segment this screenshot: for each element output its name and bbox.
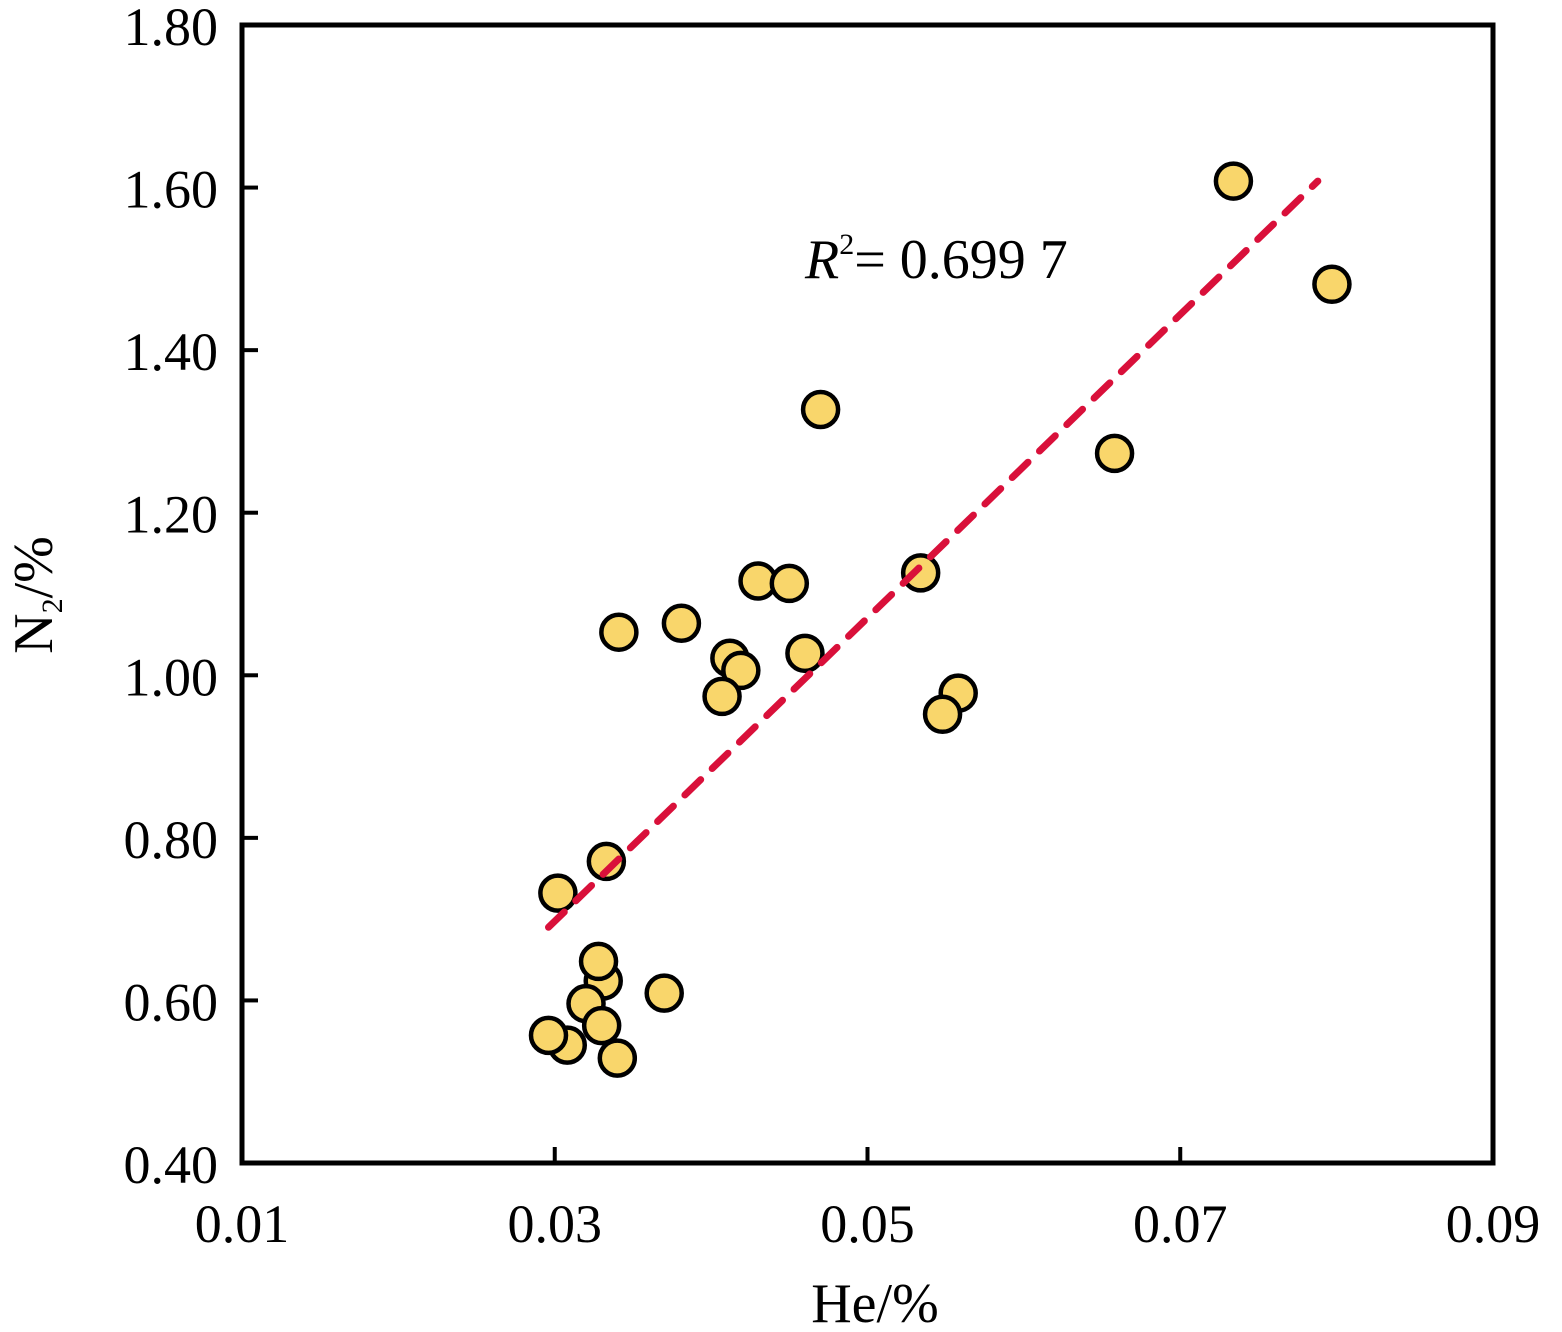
r-squared-annotation: R2= 0.699 7 [804,228,1068,291]
y-tick-label: 0.40 [124,1135,219,1195]
data-point [538,873,578,913]
y-tick-label: 0.80 [124,810,219,870]
data-point [661,603,702,644]
x-axis-label: He/% [811,1273,939,1332]
y-tick-label: 1.60 [124,160,219,220]
data-point [581,1005,622,1046]
data-point [597,1038,638,1078]
x-tick-label: 0.05 [820,1194,915,1254]
y-tick-label: 1.40 [124,322,219,382]
data-point [578,941,619,982]
x-tick-label: 0.09 [1446,1194,1541,1254]
x-tick-label: 0.07 [1133,1194,1228,1254]
y-tick-label: 1.80 [124,0,219,57]
x-tick-label: 0.03 [508,1194,603,1254]
data-point [769,563,810,604]
data-point [644,973,684,1013]
data-point [721,650,761,691]
data-point [528,1015,569,1056]
x-tick-label: 0.01 [195,1194,290,1254]
y-tick-label: 0.60 [124,972,219,1032]
y-tick-label: 1.00 [124,647,219,707]
data-point [702,676,742,717]
data-point [1213,161,1254,201]
plot-frame [239,22,1496,1166]
data-point [900,553,941,593]
trend-line [544,177,1322,931]
y-axis-label: N2/% [3,536,69,654]
data-point [1094,433,1135,474]
data-point [922,694,963,735]
data-point [586,841,627,882]
data-point [1312,264,1352,305]
y-tick-label: 1.20 [124,485,219,545]
data-point [800,389,841,430]
data-point [785,633,825,674]
data-point [599,612,639,652]
